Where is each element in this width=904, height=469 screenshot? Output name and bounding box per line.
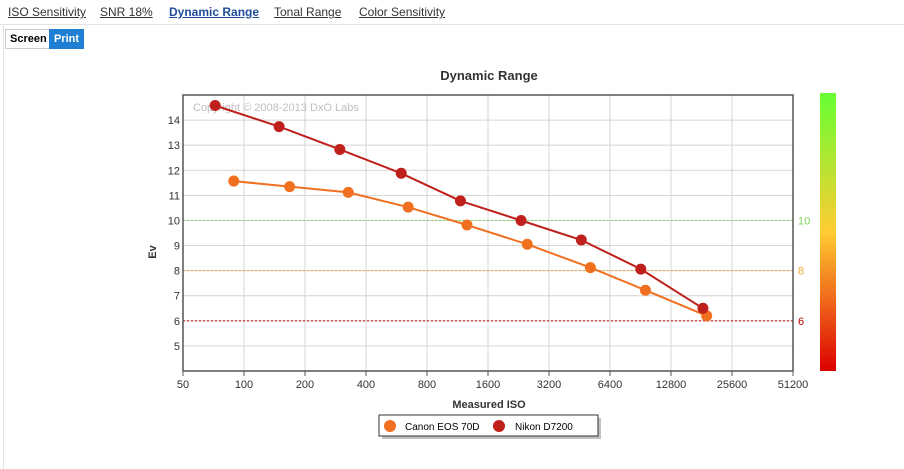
tab-color-sensitivity[interactable]: Color Sensitivity: [359, 5, 446, 19]
color-scale-bar: [820, 93, 836, 371]
x-tick-label: 100: [235, 379, 253, 391]
legend-box: [378, 414, 599, 437]
reference-lines: 10 8 6: [183, 215, 810, 328]
data-point-canon: [461, 219, 473, 231]
data-point-nikon: [697, 302, 709, 314]
data-point-canon: [639, 284, 651, 296]
data-point-nikon: [273, 121, 285, 133]
x-tick-label: 50: [177, 379, 189, 391]
data-point-canon: [342, 186, 354, 198]
data-point-nikon: [395, 167, 407, 179]
tab-tonal-range[interactable]: Tonal Range: [274, 5, 342, 19]
y-tick-label: 13: [168, 140, 180, 152]
tab-bar: ISO Sensitivity SNR 18% Dynamic Range To…: [0, 0, 904, 25]
tab-dynamic-range[interactable]: Dynamic Range: [169, 5, 260, 19]
reference-line-label: 6: [798, 316, 804, 328]
x-tick-label: 12800: [656, 379, 687, 391]
chart-title: Dynamic Range: [440, 68, 538, 83]
y-tick-label: 9: [174, 241, 180, 253]
data-point-canon: [228, 175, 240, 187]
reference-line-label: 10: [798, 215, 810, 227]
data-point-canon: [402, 201, 414, 213]
data-point-nikon: [209, 100, 221, 112]
print-view-button[interactable]: Print: [49, 29, 85, 49]
legend: Canon EOS 70D Nikon D7200: [378, 414, 601, 439]
data-point-canon: [284, 181, 296, 193]
reference-line-label: 8: [798, 266, 804, 278]
y-tick-label: 14: [168, 115, 180, 127]
legend-label-canon: Canon EOS 70D: [405, 422, 480, 433]
y-axis-ticks: 5 6 7 8 9 10 11 12 13 14: [168, 115, 180, 353]
left-border: [3, 25, 4, 469]
x-axis-label: Measured ISO: [452, 399, 526, 411]
y-tick-label: 5: [174, 341, 180, 353]
x-tick-label: 3200: [537, 379, 561, 391]
legend-marker-canon: [384, 420, 396, 432]
y-axis-label: Ev: [147, 244, 159, 258]
x-axis-ticks: 50 100 200 400 800 1600 3200 6400 12800 25600 5120…: [177, 371, 808, 391]
x-tick-label: 800: [418, 379, 436, 391]
x-tick-label: 25600: [717, 379, 748, 391]
x-tick-label: 400: [357, 379, 375, 391]
y-tick-label: 7: [174, 291, 180, 303]
data-point-nikon: [575, 234, 587, 246]
legend-marker-nikon: [493, 420, 505, 432]
y-tick-label: 10: [168, 215, 180, 227]
x-tick-label: 51200: [778, 379, 809, 391]
tab-iso-sensitivity[interactable]: ISO Sensitivity: [8, 5, 87, 19]
x-tick-label: 6400: [598, 379, 622, 391]
y-tick-label: 12: [168, 165, 180, 177]
tab-snr-18[interactable]: SNR 18%: [100, 5, 153, 19]
data-point-nikon: [515, 214, 527, 226]
x-tick-label: 200: [296, 379, 314, 391]
data-point-nikon: [635, 263, 647, 275]
data-point-canon: [584, 262, 596, 274]
data-point-nikon: [334, 143, 346, 155]
series-layer: [209, 100, 713, 322]
y-tick-label: 6: [174, 316, 180, 328]
y-tick-label: 11: [169, 190, 180, 202]
legend-label-nikon: Nikon D7200: [515, 422, 573, 433]
data-point-nikon: [454, 195, 466, 207]
y-tick-label: 8: [174, 266, 180, 278]
x-tick-label: 1600: [476, 379, 500, 391]
data-point-canon: [521, 238, 533, 250]
